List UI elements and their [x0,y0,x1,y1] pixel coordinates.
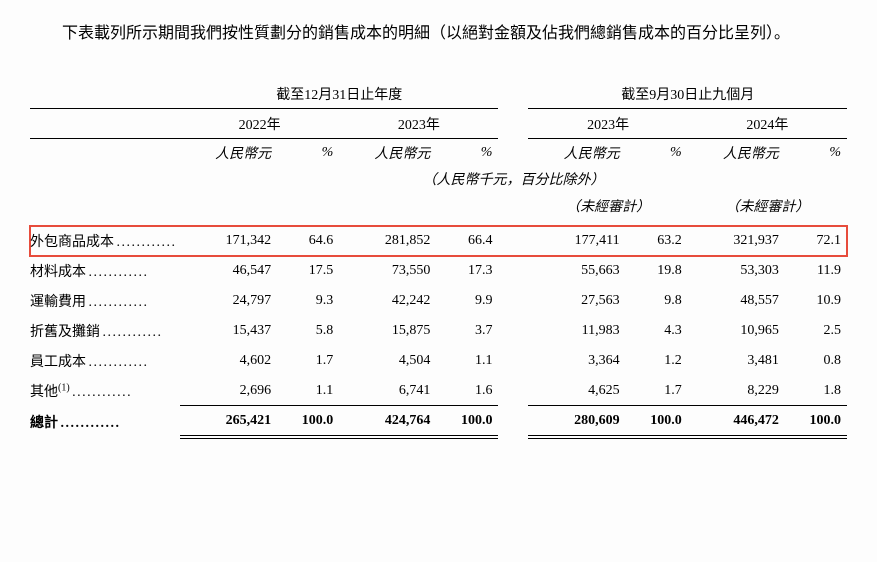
unit-currency: 人民幣元 [688,138,785,167]
cell-value: 4,625 [528,376,625,406]
cell-value: 27,563 [528,286,625,316]
total-cell: 265,421 [180,406,277,437]
header-year-2023b: 2023年 [528,108,687,138]
header-period-annual: 截至12月31日止年度 [180,79,498,109]
cell-value: 1.2 [626,346,688,376]
cell-value: 10.9 [785,286,847,316]
cell-value: 3,481 [688,346,785,376]
cell-value: 1.1 [436,346,498,376]
table-row: 外包商品成本171,34264.6281,85266.4 177,41163.23… [30,226,847,256]
header-period-ninemonth: 截至9月30日止九個月 [528,79,847,109]
cell-value: 42,242 [339,286,436,316]
cell-value: 9.8 [626,286,688,316]
cell-value: 177,411 [528,226,625,256]
total-cell: 280,609 [528,406,625,437]
unaudited-note: （未經審計） [528,191,687,226]
total-label: 總計 [30,406,180,437]
total-cell: 424,764 [339,406,436,437]
cell-value: 9.3 [277,286,339,316]
unit-currency: 人民幣元 [180,138,277,167]
cell-value: 281,852 [339,226,436,256]
cell-value: 11.9 [785,256,847,286]
cell-value: 4,504 [339,346,436,376]
table-row: 員工成本4,6021.74,5041.1 3,3641.23,4810.8 [30,346,847,376]
intro-paragraph: 下表載列所示期間我們按性質劃分的銷售成本的明細（以絕對金額及佔我們總銷售成本的百… [30,20,847,49]
unaudited-note: （未經審計） [688,191,847,226]
unit-pct: % [277,138,339,167]
cell-value: 9.9 [436,286,498,316]
cost-breakdown-table: 截至12月31日止年度 截至9月30日止九個月 2022年 2023年 2023… [30,79,847,439]
row-label: 其他(1) [30,376,180,406]
cell-value: 2.5 [785,316,847,346]
cell-value: 321,937 [688,226,785,256]
row-label: 外包商品成本 [30,226,180,256]
unit-pct: % [626,138,688,167]
unit-currency: 人民幣元 [339,138,436,167]
unit-pct: % [436,138,498,167]
cell-value: 4.3 [626,316,688,346]
table-row: 運輸費用24,7979.342,2429.9 27,5639.848,55710.… [30,286,847,316]
cell-value: 11,983 [528,316,625,346]
cell-value: 1.6 [436,376,498,406]
cell-value: 4,602 [180,346,277,376]
cell-value: 1.7 [626,376,688,406]
cell-value: 53,303 [688,256,785,286]
cell-value: 55,663 [528,256,625,286]
cell-value: 10,965 [688,316,785,346]
cell-value: 8,229 [688,376,785,406]
header-year-2022: 2022年 [180,108,339,138]
total-cell: 100.0 [785,406,847,437]
cell-value: 17.5 [277,256,339,286]
cell-value: 63.2 [626,226,688,256]
row-label: 員工成本 [30,346,180,376]
cell-value: 66.4 [436,226,498,256]
header-year-2024: 2024年 [688,108,847,138]
cell-value: 0.8 [785,346,847,376]
row-label: 材料成本 [30,256,180,286]
total-cell: 100.0 [626,406,688,437]
total-cell: 100.0 [277,406,339,437]
unit-note: （人民幣千元，百分比除外） [180,167,847,191]
table-row: 折舊及攤銷15,4375.815,8753.7 11,9834.310,9652.… [30,316,847,346]
cell-value: 3.7 [436,316,498,346]
cell-value: 2,696 [180,376,277,406]
cell-value: 64.6 [277,226,339,256]
cell-value: 17.3 [436,256,498,286]
cell-value: 1.8 [785,376,847,406]
row-label: 運輸費用 [30,286,180,316]
cell-value: 15,437 [180,316,277,346]
cell-value: 48,557 [688,286,785,316]
total-row: 總計265,421100.0424,764100.0280,609100.044… [30,406,847,437]
cell-value: 5.8 [277,316,339,346]
cell-value: 19.8 [626,256,688,286]
table-row: 材料成本46,54717.573,55017.3 55,66319.853,303… [30,256,847,286]
cell-value: 1.1 [277,376,339,406]
cell-value: 73,550 [339,256,436,286]
cell-value: 3,364 [528,346,625,376]
unit-currency: 人民幣元 [528,138,625,167]
cell-value: 24,797 [180,286,277,316]
cell-value: 46,547 [180,256,277,286]
table-row: 其他(1)2,6961.16,7411.6 4,6251.78,2291.8 [30,376,847,406]
cell-value: 72.1 [785,226,847,256]
row-label: 折舊及攤銷 [30,316,180,346]
unit-pct: % [785,138,847,167]
cell-value: 171,342 [180,226,277,256]
cell-value: 6,741 [339,376,436,406]
header-year-2023: 2023年 [339,108,498,138]
cell-value: 1.7 [277,346,339,376]
cell-value: 15,875 [339,316,436,346]
total-cell: 100.0 [436,406,498,437]
total-cell: 446,472 [688,406,785,437]
